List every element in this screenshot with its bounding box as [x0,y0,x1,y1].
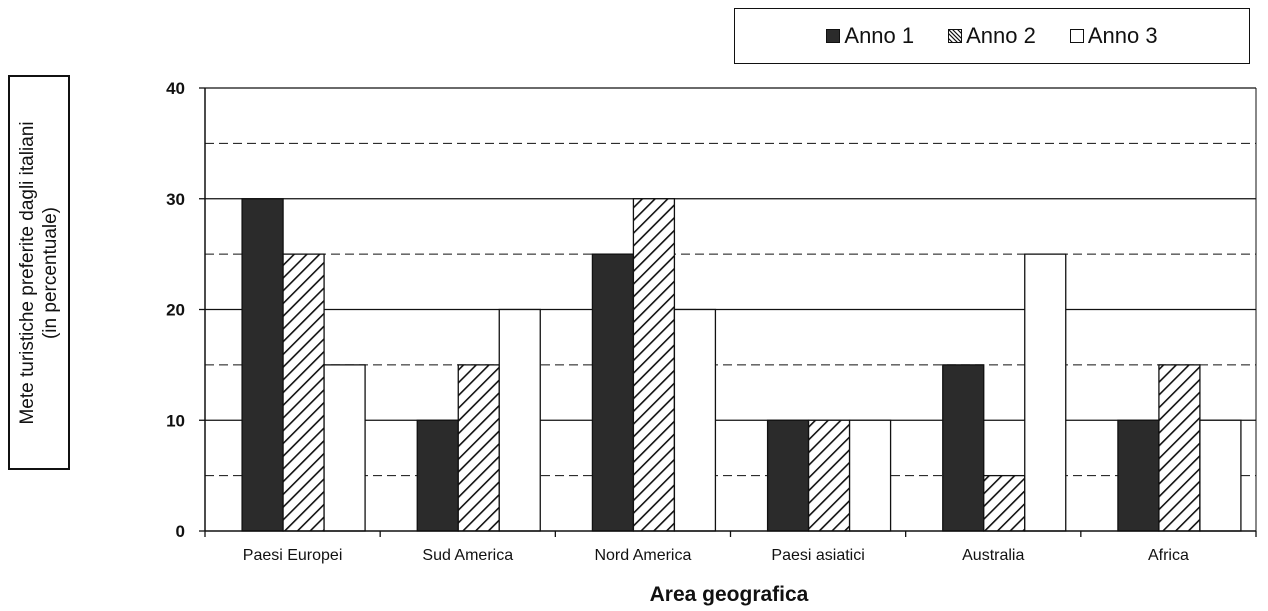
bar-anno-3-sud-america [498,308,541,532]
legend-item-anno-2: Anno 2 [948,23,1036,49]
bar-anno-3-paesi-asiatici [848,419,892,532]
legend-swatch-anno-3 [1069,29,1084,43]
bar-anno-1-africa [1117,419,1160,532]
y-axis-title-box: Mete turistiche preferite dagli italiani… [8,75,70,470]
bar-anno-3-africa [1199,419,1242,532]
bar-anno-2-sud-america [457,364,500,532]
y-tick-label: 20 [166,301,185,320]
bar-anno-1-paesi-asiatici [766,419,810,532]
x-tick-label: Australia [962,547,1024,564]
bar-anno-3-nord-america [673,308,717,532]
x-tick-label: Paesi asiatici [771,547,864,564]
axes [199,87,1257,537]
legend-label-anno-1: Anno 1 [844,23,915,48]
bar-anno-3-paesi-europei [323,364,366,532]
bar-anno-2-paesi-europei [282,253,325,532]
legend-label-anno-3: Anno 3 [1087,23,1158,48]
tick-labels: 0 10 20 30 40 Paesi Europei Sud America Nord Am… [166,79,1189,564]
bar-anno-2-paesi-asiatici [807,419,851,532]
x-tick-label: Nord America [594,547,691,564]
x-axis-title: Area geografica [649,583,809,606]
bar-anno-3-australia [1024,253,1067,532]
y-tick-label: 10 [166,411,185,430]
y-tick-label: 40 [166,79,185,98]
bars [241,198,1242,532]
bar-anno-2-nord-america [632,198,676,532]
grid-lines [205,87,1257,531]
bar-anno-1-nord-america [591,253,635,532]
y-tick-label: 30 [166,190,185,209]
y-tick-label: 0 [176,522,185,541]
legend-item-anno-1: Anno 1 [826,23,914,49]
bar-anno-2-africa [1158,364,1201,532]
bar-anno-2-australia [983,474,1026,532]
bar-anno-1-australia [942,364,985,532]
bar-anno-1-sud-america [416,419,459,532]
x-tick-label: Paesi Europei [243,547,343,564]
legend-swatch-anno-1 [826,29,841,43]
legend-item-anno-3: Anno 3 [1069,23,1158,49]
legend-swatch-anno-2 [948,29,963,43]
legend-label-anno-2: Anno 2 [966,23,1036,48]
legend: Anno 1 Anno 2 Anno 3 [734,8,1250,64]
x-tick-label: Sud America [422,547,513,564]
x-tick-label: Africa [1148,547,1189,564]
bar-anno-1-paesi-europei [241,198,284,532]
